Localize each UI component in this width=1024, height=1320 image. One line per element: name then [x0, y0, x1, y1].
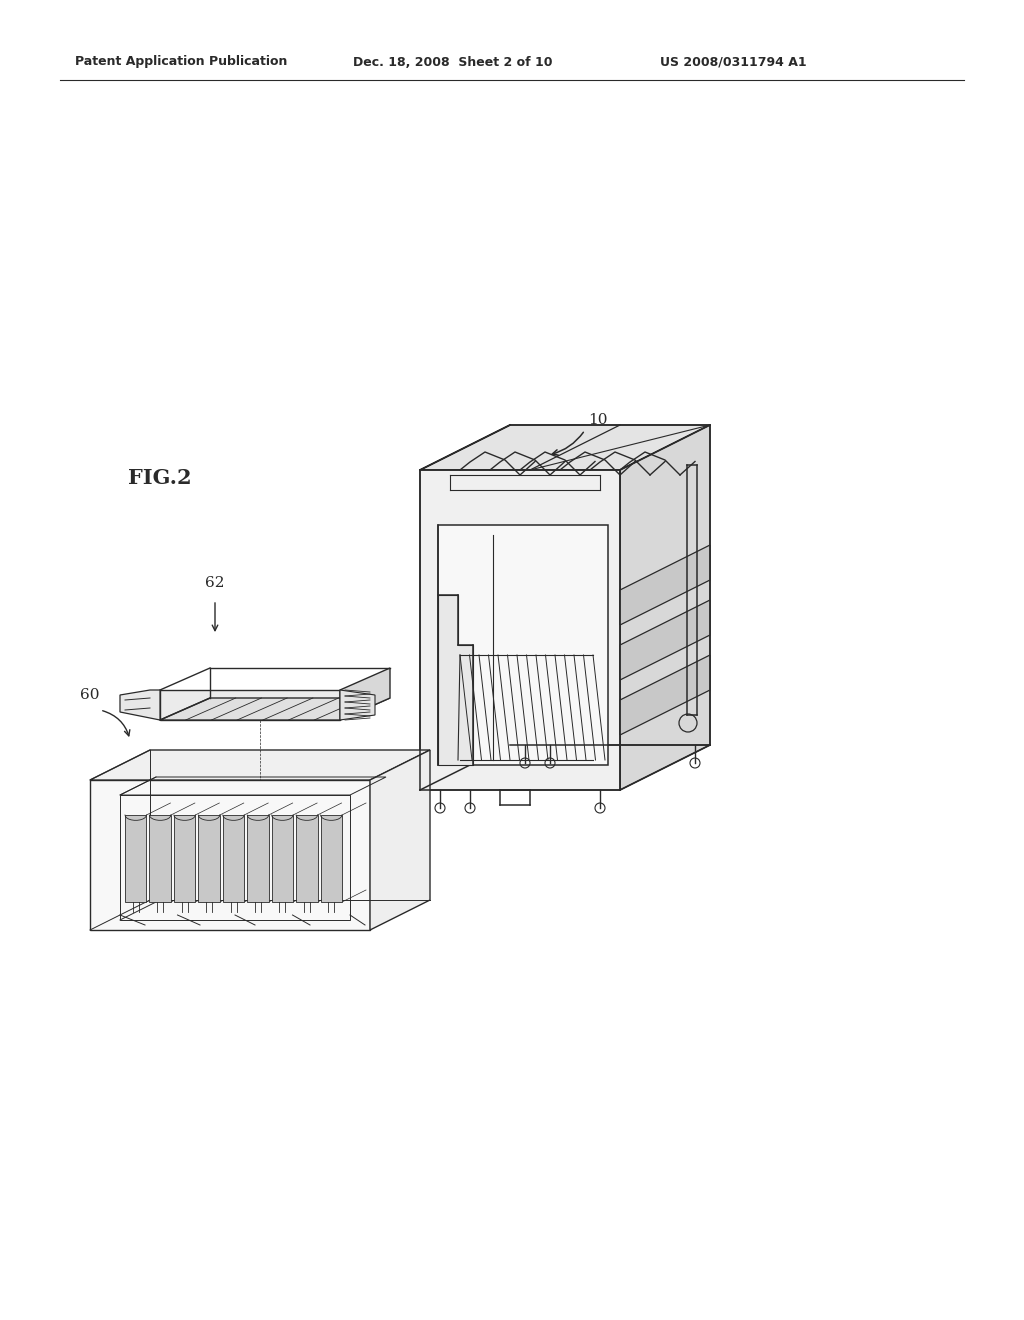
Polygon shape	[90, 780, 370, 931]
Polygon shape	[620, 545, 710, 624]
Text: 60: 60	[80, 688, 99, 702]
Polygon shape	[296, 814, 317, 902]
Polygon shape	[340, 668, 390, 719]
Polygon shape	[620, 425, 710, 789]
Polygon shape	[271, 814, 293, 902]
Text: 10: 10	[588, 413, 608, 426]
Polygon shape	[420, 425, 710, 470]
Text: 62: 62	[205, 576, 224, 590]
Polygon shape	[321, 814, 342, 902]
Text: Dec. 18, 2008  Sheet 2 of 10: Dec. 18, 2008 Sheet 2 of 10	[353, 55, 553, 69]
Polygon shape	[174, 814, 196, 902]
Polygon shape	[199, 814, 220, 902]
Polygon shape	[125, 814, 146, 902]
Polygon shape	[150, 814, 171, 902]
Polygon shape	[160, 690, 340, 719]
Polygon shape	[340, 690, 375, 719]
Polygon shape	[160, 698, 390, 719]
Text: US 2008/0311794 A1: US 2008/0311794 A1	[660, 55, 807, 69]
Polygon shape	[223, 814, 244, 902]
Polygon shape	[247, 814, 268, 902]
Polygon shape	[120, 690, 160, 719]
Polygon shape	[620, 601, 710, 680]
Polygon shape	[420, 470, 620, 789]
Text: Patent Application Publication: Patent Application Publication	[75, 55, 288, 69]
Text: FIG.2: FIG.2	[128, 469, 191, 488]
Polygon shape	[438, 525, 608, 766]
Polygon shape	[90, 750, 430, 780]
Polygon shape	[620, 655, 710, 735]
Polygon shape	[438, 595, 473, 766]
Polygon shape	[370, 750, 430, 931]
